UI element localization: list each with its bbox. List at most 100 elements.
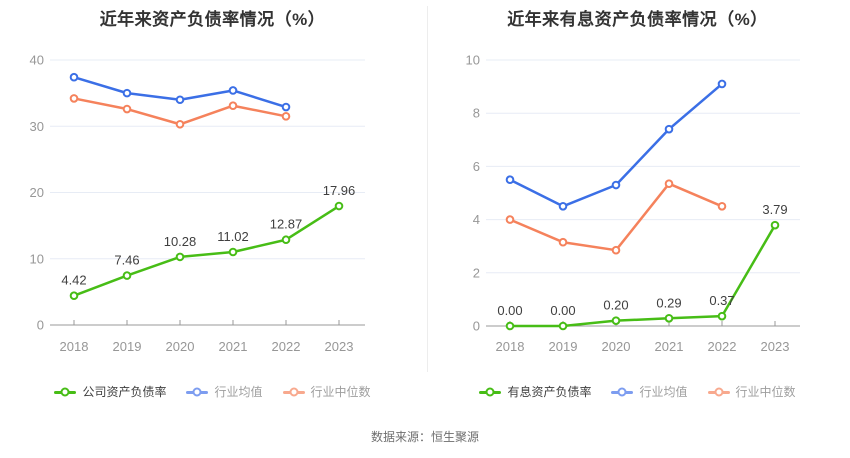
left-chart-plot: 0 10 20 30 40 2018 2019 2020 2021 2022 2023 4.42 7.4… xyxy=(30,53,365,354)
right-chart-legend: 有息资产负债率 行业均值 行业中位数 xyxy=(425,382,850,402)
x-tick-label: 2021 xyxy=(655,339,684,354)
x-tick-label: 2020 xyxy=(166,339,195,354)
y-tick-label: 0 xyxy=(37,318,44,333)
legend-item-company[interactable]: 有息资产负债率 xyxy=(479,386,591,398)
y-tick-label: 8 xyxy=(473,106,480,121)
data-point xyxy=(122,271,132,280)
data-point xyxy=(69,72,79,82)
y-tick-label: 10 xyxy=(30,251,44,266)
right-chart-title: 近年来有息资产负债率情况（%） xyxy=(507,10,768,29)
data-point xyxy=(717,311,727,321)
data-point xyxy=(505,215,515,224)
x-tick-label: 2022 xyxy=(272,339,301,354)
legend-ring-icon xyxy=(714,387,723,397)
data-point xyxy=(281,112,291,121)
legend-line-marker-icon xyxy=(707,387,730,397)
data-point-label: 10.28 xyxy=(164,234,197,249)
series-line-company xyxy=(508,223,777,328)
legend-item-company[interactable]: 公司资产负债率 xyxy=(54,386,166,398)
y-tick-label: 4 xyxy=(473,212,480,227)
data-point xyxy=(69,291,79,301)
x-tick-label: 2019 xyxy=(113,339,142,354)
legend-ring-icon xyxy=(289,387,298,397)
data-point xyxy=(611,316,621,325)
series-line-company xyxy=(72,204,341,297)
data-point xyxy=(558,202,568,211)
x-tick-label: 2023 xyxy=(325,339,354,354)
data-point xyxy=(281,235,291,245)
legend-item-industry-average[interactable]: 行业均值 xyxy=(186,385,263,399)
data-point xyxy=(558,237,568,247)
legend-ring-icon xyxy=(485,387,495,397)
legend-item-industry-median[interactable]: 行业中位数 xyxy=(707,385,796,399)
x-tick-label: 2023 xyxy=(761,339,790,354)
data-point xyxy=(505,175,515,184)
legend-item-industry-median[interactable]: 行业中位数 xyxy=(282,385,371,399)
data-point xyxy=(770,220,780,230)
legend-label: 有息资产负债率 xyxy=(507,385,592,399)
data-point xyxy=(281,102,291,112)
data-point xyxy=(664,179,674,188)
data-point-label: 0.00 xyxy=(497,303,522,318)
legend-line-marker-icon xyxy=(282,387,305,397)
y-tick-label: 2 xyxy=(473,265,480,280)
data-point xyxy=(334,201,344,211)
y-tick-label: 6 xyxy=(473,159,480,174)
data-point xyxy=(664,313,674,323)
data-source-caption: 数据来源：恒生聚源 xyxy=(370,430,479,444)
panel-divider xyxy=(427,6,428,372)
x-tick-label: 2022 xyxy=(708,339,737,354)
legend-line-marker-icon xyxy=(611,387,634,397)
data-point xyxy=(611,245,621,255)
legend-label: 行业中位数 xyxy=(310,385,371,399)
data-point xyxy=(228,101,238,111)
data-point-label: 3.79 xyxy=(762,202,787,217)
data-point-label: 0.00 xyxy=(550,303,575,318)
data-point xyxy=(558,321,568,331)
data-point-label: 4.42 xyxy=(61,273,86,288)
data-point xyxy=(664,124,674,134)
left-chart-legend: 公司资产负债率 行业均值 行业中位数 xyxy=(0,382,425,402)
data-point xyxy=(717,202,727,211)
legend-label: 行业均值 xyxy=(214,385,263,399)
data-point-label: 12.87 xyxy=(270,217,303,232)
legend-line-marker-icon xyxy=(54,387,77,397)
y-tick-label: 20 xyxy=(30,185,44,200)
data-point-label: 11.02 xyxy=(217,229,249,244)
y-tick-label: 0 xyxy=(473,319,480,334)
data-point xyxy=(175,95,185,105)
legend-item-industry-average[interactable]: 行业均值 xyxy=(611,385,688,399)
legend-ring-icon xyxy=(60,387,70,397)
legend-ring-icon xyxy=(617,387,627,397)
data-point xyxy=(717,79,727,89)
data-point xyxy=(505,321,515,331)
data-point-label: 17.96 xyxy=(323,183,356,198)
left-chart-title: 近年来资产负债率情况（%） xyxy=(99,10,326,29)
data-point xyxy=(228,247,238,257)
x-tick-label: 2018 xyxy=(496,339,525,354)
x-tick-label: 2020 xyxy=(602,339,631,354)
x-tick-label: 2021 xyxy=(219,339,248,354)
data-point-label: 0.20 xyxy=(603,298,628,313)
data-point xyxy=(122,88,132,98)
legend-label: 公司资产负债率 xyxy=(82,385,167,399)
legend-label: 行业中位数 xyxy=(735,385,796,399)
y-tick-label: 30 xyxy=(30,119,44,134)
data-point xyxy=(69,94,79,103)
y-tick-label: 10 xyxy=(466,53,480,68)
data-point-label: 0.29 xyxy=(656,295,681,310)
x-tick-label: 2019 xyxy=(549,339,578,354)
right-chart-plot: 0 2 4 6 8 10 2018 2019 2020 2021 2022 2023 0.00 0.00 0… xyxy=(466,53,800,354)
data-point-label: 7.46 xyxy=(114,253,139,268)
legend-line-marker-icon xyxy=(479,387,502,397)
legend-label: 行业均值 xyxy=(639,385,688,399)
x-tick-label: 2018 xyxy=(60,339,89,354)
data-point xyxy=(611,180,621,190)
y-tick-label: 40 xyxy=(30,53,44,68)
data-point xyxy=(175,119,185,129)
data-point xyxy=(228,86,238,95)
data-point xyxy=(122,104,132,114)
series-line-industry-median xyxy=(508,182,724,252)
